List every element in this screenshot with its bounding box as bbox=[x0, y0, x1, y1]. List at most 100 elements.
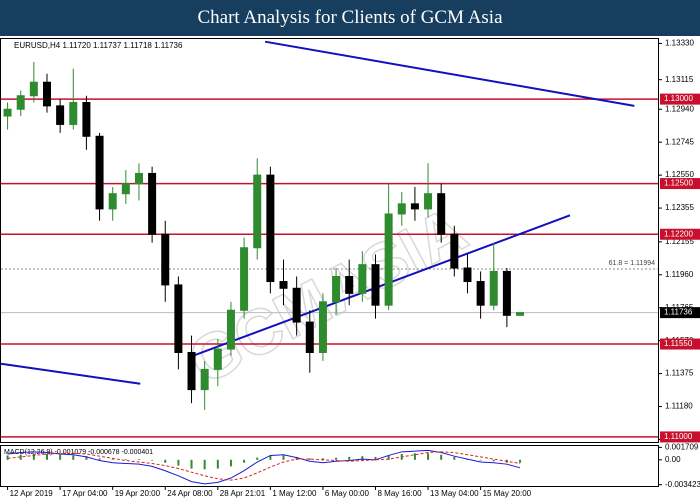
y-tick-label: 1.11180 bbox=[665, 402, 693, 411]
y-tick-label: 0.001709 bbox=[665, 442, 699, 451]
candle-body bbox=[108, 193, 117, 210]
macd-label: MACD(12,26,9) -0.001079 -0.000678 -0.000… bbox=[4, 449, 153, 456]
candle-body bbox=[121, 183, 130, 195]
macd-bar bbox=[177, 459, 180, 466]
macd-bar bbox=[72, 455, 75, 460]
level-label-box bbox=[660, 178, 700, 190]
symbol-label: EURUSD,H4 1.11720 1.11737 1.11718 1.1173… bbox=[14, 41, 183, 50]
macd-bar bbox=[45, 454, 48, 460]
x-tick-label: 6 May 00:00 bbox=[325, 489, 370, 498]
price-panel-frame bbox=[0, 38, 659, 443]
y-tick-label: 0.00 bbox=[665, 455, 681, 464]
macd-bar bbox=[137, 459, 140, 460]
macd-bar bbox=[203, 459, 206, 470]
candle-body bbox=[240, 247, 249, 311]
macd-bar bbox=[6, 455, 9, 460]
macd-line bbox=[7, 451, 521, 481]
candle-body bbox=[95, 135, 104, 210]
candle-body bbox=[502, 270, 511, 316]
candle-body bbox=[174, 284, 183, 353]
macd-panel-frame bbox=[0, 445, 659, 487]
macd-bar bbox=[32, 454, 35, 460]
macd-bar bbox=[124, 459, 127, 460]
macd-bar bbox=[85, 456, 88, 460]
last-price-box bbox=[660, 307, 700, 319]
candle-body bbox=[161, 233, 170, 286]
macd-bar bbox=[164, 459, 167, 463]
level-label: 1.11550 bbox=[664, 339, 693, 348]
candle-body bbox=[424, 193, 433, 210]
level-label-box bbox=[660, 228, 700, 240]
trendline bbox=[189, 214, 571, 358]
macd-bar bbox=[453, 456, 456, 460]
fib-label: 61.8 = 1.11994 bbox=[609, 260, 655, 267]
level-label: 1.12500 bbox=[664, 179, 693, 188]
candle-body bbox=[345, 275, 354, 294]
level-label-box bbox=[660, 338, 700, 350]
candle-body bbox=[450, 233, 459, 269]
macd-bar bbox=[216, 459, 219, 469]
candle-body bbox=[187, 351, 196, 391]
macd-bar bbox=[59, 454, 62, 460]
candle-body bbox=[410, 203, 419, 210]
candle-body bbox=[148, 172, 157, 235]
candle-body bbox=[437, 193, 446, 235]
x-tick-label: 15 May 20:00 bbox=[483, 489, 532, 498]
watermark: GCMASIA bbox=[177, 193, 478, 398]
x-tick-label: 17 Apr 04:00 bbox=[62, 489, 108, 498]
candle-body bbox=[134, 172, 143, 185]
y-tick-label: 1.12745 bbox=[665, 137, 694, 146]
candle-body bbox=[29, 81, 38, 97]
macd-bar bbox=[111, 459, 114, 460]
candle-body bbox=[69, 101, 78, 125]
macd-bar bbox=[335, 457, 338, 460]
candle-body bbox=[489, 270, 498, 306]
macd-bar bbox=[387, 455, 390, 460]
level-label: 1.11000 bbox=[664, 432, 693, 441]
candle-body bbox=[253, 174, 262, 249]
candle-body bbox=[279, 281, 288, 289]
macd-bar bbox=[321, 458, 324, 460]
candle-body bbox=[516, 312, 525, 316]
y-tick-label: 1.12155 bbox=[665, 237, 694, 246]
candle-body bbox=[56, 105, 65, 125]
y-tick-label: 1.12940 bbox=[665, 104, 694, 113]
macd-bar bbox=[295, 456, 298, 460]
candle-body bbox=[358, 264, 367, 294]
y-tick-label: 1.12550 bbox=[665, 170, 694, 179]
macd-bar bbox=[479, 459, 482, 461]
candle-body bbox=[42, 81, 51, 107]
macd-bar bbox=[492, 459, 495, 462]
candle-body bbox=[476, 281, 485, 306]
title-bar: Chart Analysis for Clients of GCM Asia bbox=[0, 0, 700, 36]
candle-body bbox=[397, 203, 406, 215]
macd-bar bbox=[374, 456, 377, 460]
x-tick-label: 19 Apr 20:00 bbox=[115, 489, 161, 498]
x-tick-label: 8 May 16:00 bbox=[377, 489, 422, 498]
candle-body bbox=[82, 101, 91, 137]
macd-bar bbox=[440, 454, 443, 460]
y-tick-label: 1.13330 bbox=[665, 38, 694, 47]
level-label: 1.12200 bbox=[664, 229, 693, 238]
macd-bar bbox=[282, 455, 285, 460]
candle-body bbox=[463, 267, 472, 283]
macd-line bbox=[7, 449, 521, 485]
x-tick-label: 1 May 12:00 bbox=[272, 489, 317, 498]
x-tick-label: 13 May 04:00 bbox=[430, 489, 479, 498]
x-tick-label: 28 Apr 21:01 bbox=[220, 489, 266, 498]
x-tick-label: 12 Apr 2019 bbox=[10, 489, 54, 498]
candle-body bbox=[16, 95, 25, 110]
y-tick-label: -0.003423 bbox=[665, 480, 700, 489]
macd-bar bbox=[519, 459, 522, 463]
y-tick-label: 1.11375 bbox=[665, 369, 694, 378]
candle-body bbox=[3, 108, 12, 117]
candle-body bbox=[200, 368, 209, 391]
y-tick-label: 1.11960 bbox=[665, 270, 694, 279]
candle-body bbox=[305, 321, 314, 353]
macd-bar bbox=[243, 459, 246, 463]
macd-bar bbox=[229, 459, 232, 467]
y-tick-label: 1.13115 bbox=[665, 75, 694, 84]
last-price-label: 1.11736 bbox=[664, 308, 693, 317]
